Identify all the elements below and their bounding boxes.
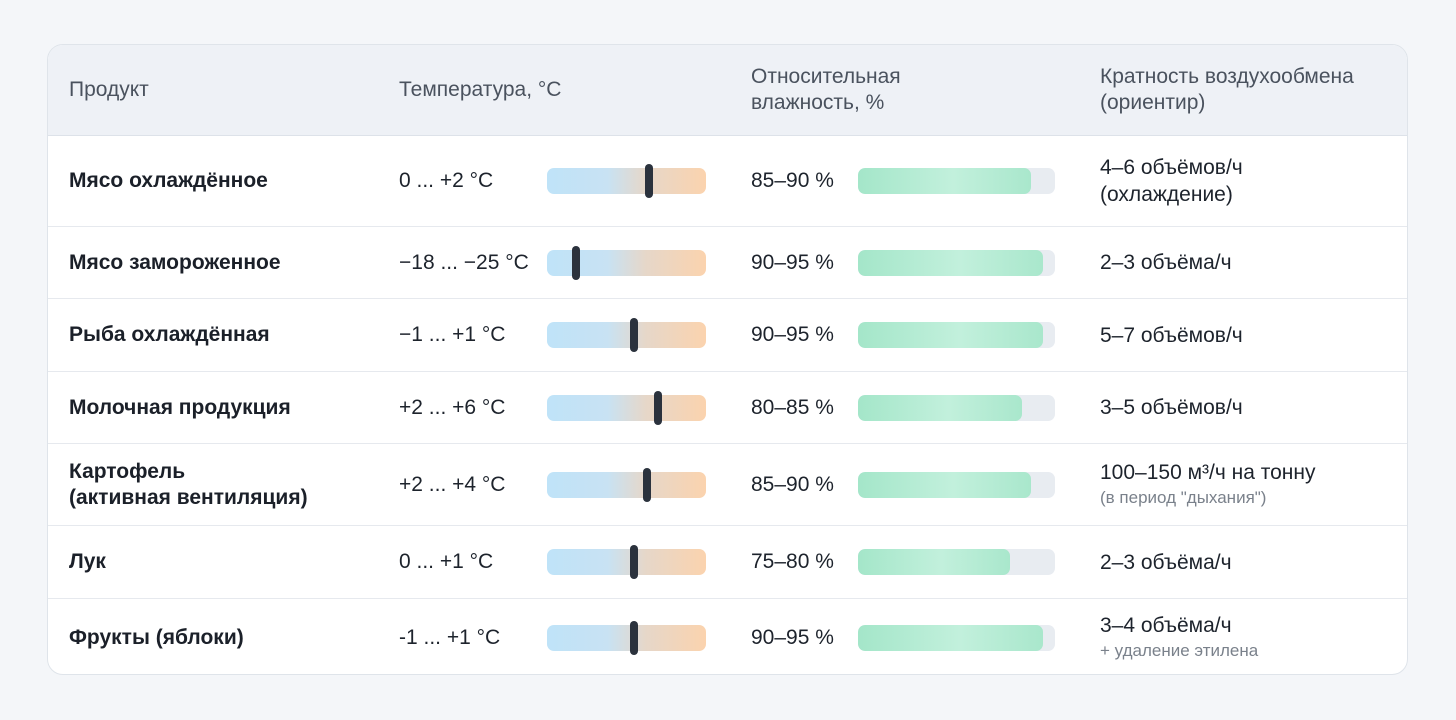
temperature-scale [547,164,706,198]
product-name: Мясо охлаждённое [69,169,268,192]
humidity-fill [858,249,1044,276]
air-exchange-cell: 100–150 м³/ч на тонну (в период "дыхания"… [1100,444,1316,525]
temperature-scale [547,318,706,352]
header-temperature-label: Температура, °C [399,78,562,101]
humidity-fill [858,394,1022,421]
table-row: Фрукты (яблоки) -1 ... +1 °C 90–95 % 3–4 об… [48,599,1407,674]
humidity-bar [858,322,1055,348]
humidity-bar [858,471,1055,498]
humidity-bar [858,624,1055,651]
product-cell: Рыба охлаждённая [69,299,270,371]
humidity-value: 90–95 % [751,323,834,346]
air-exchange-cell: 3–4 объёма/ч + удаление этилена [1100,599,1259,674]
air-exchange-value: 3–4 объёма/ч [1100,614,1232,637]
temperature-value: −1 ... +1 °C [399,323,506,346]
humidity-fill [858,624,1044,651]
air-exchange-cell: 5–7 объёмов/ч [1100,299,1243,371]
table-row: Мясо замороженное −18 ... −25 °C 90–95 % 2–… [48,227,1407,299]
product-cell: Мясо охлаждённое [69,136,268,226]
temperature-scale [547,620,706,655]
air-exchange-note: (в период "дыхания") [1100,488,1267,507]
temperature-marker [644,164,653,198]
header-air-line1: Кратность воздухообмена [1100,65,1354,88]
air-exchange-value: 5–7 объёмов/ч [1100,323,1243,347]
table-row: Молочная продукция +2 ... +6 °C 80–85 % 3–5… [48,372,1407,444]
humidity-fill [858,322,1044,348]
air-exchange-cell: 4–6 объёмов/ч (охлаждение) [1100,136,1243,226]
temperature-marker [630,545,639,579]
product-cell: Мясо замороженное [69,227,281,298]
air-exchange-cell: 3–5 объёмов/ч [1100,372,1243,443]
table-row: Картофель (активная вентиляция) +2 ... +4 … [48,444,1407,526]
temperature-value: -1 ... +1 °C [399,625,501,649]
humidity-value: 85–90 % [751,169,834,192]
header-humidity: Относительная влажность, % [751,45,901,135]
header-product-label: Продукт [69,78,149,101]
header-humidity-line2: влажность, % [751,91,885,114]
temperature-value: +2 ... +6 °C [399,395,506,419]
product-name: Мясо замороженное [69,250,281,274]
air-exchange-value: 100–150 м³/ч на тонну [1100,461,1316,484]
temperature-value: −18 ... −25 °C [399,250,529,274]
air-exchange-value: 3–5 объёмов/ч [1100,396,1243,419]
header-temperature: Температура, °C [399,45,561,135]
product-cell: Картофель (активная вентиляция) [69,444,308,525]
temperature-scale [547,545,706,579]
product-cell: Молочная продукция [69,372,291,443]
temperature-scale [547,390,706,425]
humidity-bar [858,168,1055,194]
table-header: Продукт Температура, °C Относительная вл… [48,45,1407,136]
temperature-value: +2 ... +4 °C [399,472,506,496]
product-cell: Фрукты (яблоки) [69,599,244,674]
humidity-value: 85–90 % [751,472,834,496]
product-cell: Лук [69,526,106,598]
header-product: Продукт [69,45,149,135]
product-name: Молочная продукция [69,395,291,419]
temperature-marker [571,245,580,280]
storage-conditions-table: Продукт Температура, °C Относительная вл… [47,44,1408,675]
humidity-bar [858,549,1055,575]
humidity-fill [858,168,1032,194]
temperature-marker [630,318,639,352]
humidity-bar [858,394,1055,421]
temperature-value: 0 ... +1 °C [399,550,494,573]
air-exchange-value: 2–3 объёма/ч [1100,251,1232,274]
header-humidity-line1: Относительная [751,65,901,88]
table-row: Рыба охлаждённая −1 ... +1 °C 90–95 % 5–7 о… [48,299,1407,372]
air-exchange-value: 2–3 объёма/ч [1100,550,1232,574]
product-subname: (активная вентиляция) [69,485,308,509]
header-air-exchange: Кратность воздухообмена (ориентир) [1100,45,1354,135]
air-exchange-value: 4–6 объёмов/ч [1100,156,1243,179]
humidity-bar [858,249,1055,276]
humidity-value: 90–95 % [751,625,834,649]
air-exchange-cell: 2–3 объёма/ч [1100,526,1232,598]
air-exchange-note: + удаление этилена [1100,641,1259,660]
product-name: Картофель [69,459,186,483]
table-row: Мясо охлаждённое 0 ... +2 °C 85–90 % 4–6 об… [48,136,1407,227]
temperature-marker [630,620,639,655]
product-name: Лук [69,550,106,573]
air-exchange-cell: 2–3 объёма/ч [1100,227,1232,298]
temperature-marker [654,390,663,425]
temperature-marker [643,467,652,502]
humidity-value: 80–85 % [751,395,834,419]
product-name: Фрукты (яблоки) [69,625,244,649]
product-name: Рыба охлаждённая [69,323,270,346]
temperature-scale [547,245,706,280]
header-air-line2: (ориентир) [1100,91,1206,114]
table-row: Лук 0 ... +1 °C 75–80 % 2–3 объёма/ч [48,526,1407,599]
humidity-fill [858,471,1032,498]
air-exchange-detail: (охлаждение) [1100,183,1233,206]
humidity-value: 75–80 % [751,550,834,573]
humidity-value: 90–95 % [751,250,834,274]
temperature-scale [547,467,706,502]
humidity-fill [858,549,1010,575]
temperature-value: 0 ... +2 °C [399,169,494,192]
